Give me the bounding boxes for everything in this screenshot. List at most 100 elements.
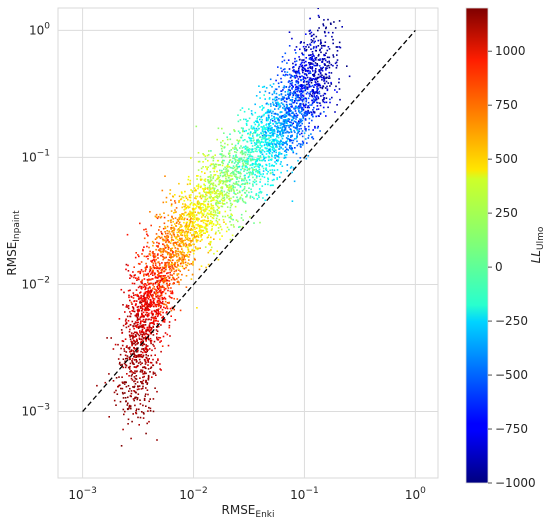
scatter-point bbox=[207, 219, 210, 222]
scatter-point bbox=[167, 263, 170, 266]
scatter-point bbox=[312, 54, 315, 57]
scatter-point bbox=[208, 250, 211, 252]
scatter-point bbox=[313, 106, 315, 109]
scatter-point bbox=[264, 98, 266, 100]
scatter-point bbox=[159, 247, 161, 250]
scatter-point bbox=[171, 306, 174, 309]
scatter-point bbox=[273, 104, 275, 106]
scatter-point bbox=[284, 52, 287, 55]
scatter-point bbox=[195, 231, 197, 233]
scatter-point bbox=[310, 48, 312, 50]
scatter-point bbox=[296, 114, 299, 116]
scatter-point bbox=[207, 176, 209, 178]
scatter-point bbox=[217, 202, 219, 205]
scatter-point bbox=[164, 307, 167, 310]
scatter-point bbox=[284, 108, 287, 111]
scatter-point bbox=[328, 77, 331, 79]
scatter-point bbox=[249, 139, 252, 142]
scatter-point bbox=[157, 311, 160, 313]
scatter-point bbox=[174, 209, 176, 211]
scatter-point bbox=[142, 311, 145, 314]
scatter-point bbox=[156, 237, 158, 239]
scatter-point bbox=[328, 66, 331, 69]
scatter-point bbox=[284, 71, 286, 73]
scatter-point bbox=[212, 163, 215, 165]
scatter-point bbox=[133, 380, 135, 383]
scatter-point bbox=[268, 143, 270, 145]
scatter-point bbox=[265, 103, 268, 105]
scatter-point bbox=[203, 154, 205, 156]
scatter-point bbox=[241, 165, 244, 168]
scatter-point bbox=[183, 214, 185, 217]
scatter-point bbox=[265, 87, 268, 89]
scatter-point bbox=[144, 363, 147, 365]
scatter-point bbox=[149, 371, 151, 373]
scatter-point bbox=[199, 226, 201, 228]
scatter-point bbox=[288, 103, 291, 106]
scatter-point bbox=[178, 200, 180, 202]
scatter-point bbox=[197, 169, 200, 171]
scatter-point bbox=[144, 307, 147, 309]
scatter-point bbox=[213, 170, 215, 173]
scatter-point bbox=[248, 128, 250, 131]
scatter-point bbox=[147, 258, 149, 260]
scatter-point bbox=[189, 212, 192, 214]
scatter-point bbox=[149, 410, 152, 412]
scatter-point bbox=[264, 128, 266, 131]
scatter-point bbox=[202, 214, 205, 217]
scatter-point bbox=[306, 88, 309, 90]
scatter-point bbox=[204, 200, 207, 203]
scatter-point bbox=[143, 397, 146, 400]
scatter-point bbox=[258, 157, 260, 160]
scatter-point bbox=[291, 105, 293, 107]
scatter-point bbox=[148, 406, 150, 409]
scatter-point bbox=[140, 353, 143, 356]
scatter-point bbox=[161, 250, 163, 253]
scatter-point bbox=[243, 179, 245, 182]
scatter-point bbox=[244, 182, 247, 185]
scatter-point bbox=[155, 291, 157, 294]
scatter-point bbox=[159, 311, 162, 313]
scatter-point bbox=[136, 397, 139, 399]
scatter-point bbox=[163, 277, 166, 280]
scatter-point bbox=[291, 106, 293, 108]
scatter-point bbox=[245, 129, 247, 132]
scatter-point bbox=[229, 172, 232, 175]
scatter-point bbox=[262, 128, 264, 131]
scatter-point bbox=[286, 98, 288, 101]
scatter-point bbox=[283, 129, 286, 131]
scatter-point bbox=[181, 192, 183, 194]
scatter-point bbox=[285, 122, 287, 124]
scatter-point bbox=[206, 167, 208, 170]
scatter-point bbox=[145, 302, 148, 305]
scatter-point bbox=[289, 114, 292, 117]
scatter-point bbox=[194, 228, 196, 231]
scatter-point bbox=[139, 318, 141, 320]
scatter-point bbox=[221, 153, 223, 155]
scatter-point bbox=[191, 191, 194, 193]
scatter-point bbox=[230, 190, 233, 192]
scatter-point bbox=[137, 308, 140, 311]
scatter-point bbox=[165, 250, 167, 253]
scatter-point bbox=[267, 150, 270, 153]
scatter-point bbox=[192, 243, 194, 246]
scatter-point bbox=[285, 119, 287, 122]
scatter-point bbox=[325, 27, 327, 30]
scatter-point bbox=[152, 343, 154, 346]
scatter-point bbox=[229, 186, 231, 188]
scatter-point bbox=[298, 107, 301, 109]
scatter-point bbox=[145, 346, 148, 348]
scatter-point bbox=[172, 220, 174, 223]
scatter-point bbox=[252, 150, 254, 153]
scatter-point bbox=[255, 163, 257, 165]
scatter-point bbox=[178, 217, 180, 219]
scatter-point bbox=[292, 66, 295, 68]
scatter-point bbox=[134, 322, 136, 325]
scatter-point bbox=[140, 333, 142, 336]
scatter-point bbox=[170, 227, 172, 229]
scatter-point bbox=[304, 97, 307, 99]
scatter-point bbox=[164, 278, 166, 281]
scatter-point bbox=[174, 262, 176, 265]
scatter-point bbox=[219, 169, 221, 172]
scatter-point bbox=[264, 127, 266, 130]
